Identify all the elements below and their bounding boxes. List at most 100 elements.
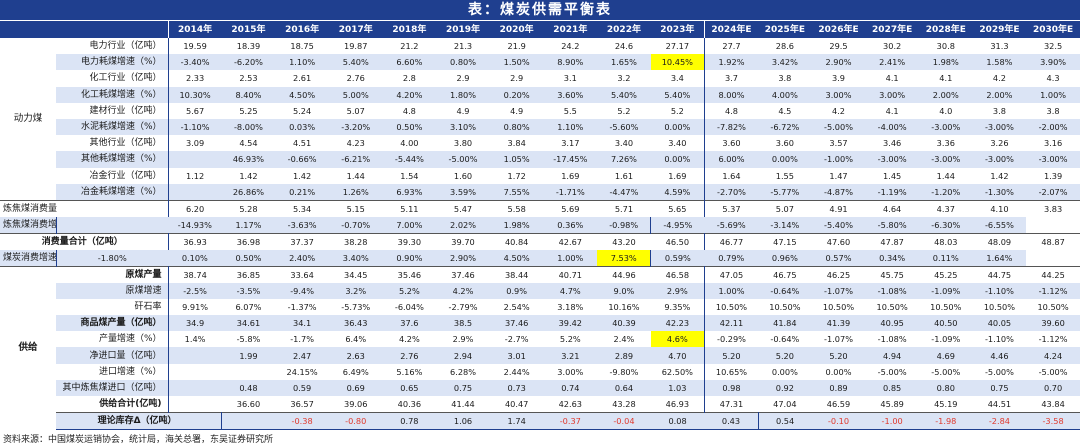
table-cell: 1.54 — [400, 170, 419, 181]
table-cell: -6.55% — [972, 216, 1027, 234]
table-cell: 3.90% — [1026, 54, 1080, 71]
table-cell: 1.4% — [184, 334, 206, 345]
year-header: 2021年 — [543, 21, 598, 38]
table-cell: -5.73% — [341, 301, 371, 312]
table-cell — [56, 216, 168, 234]
table-cell: 27.17 — [650, 38, 705, 55]
table-cell: -3.00% — [865, 151, 919, 168]
row-label: 其他耗煤增速（%） — [56, 151, 169, 168]
table-cell: 5.37 — [704, 199, 759, 217]
table-cell: 0.98 — [704, 379, 759, 396]
table-cell: 42.63 — [558, 399, 583, 409]
table-cell: 26.86% — [221, 183, 276, 201]
table-cell: 18.39 — [236, 41, 261, 52]
table-cell: 4.2 — [831, 105, 846, 116]
table-cell: 1.65% — [597, 54, 651, 71]
table-cell: 4.8 — [724, 105, 738, 116]
table-cell — [221, 412, 276, 430]
table-cell: 1.44 — [936, 170, 955, 181]
table-cell: 3.00% — [557, 366, 584, 377]
table-cell: 30.8 — [936, 41, 955, 52]
table-cell: 2.9% — [650, 282, 705, 299]
table-row: 产量增速（%） 1.4% -5.8% -1.7% 6.4% 4.2% 2.9% -2.7% 5.… — [0, 331, 1080, 348]
table-cell: 5.20 — [811, 347, 866, 364]
table-cell: 44.25 — [1026, 265, 1080, 283]
table-cell: 3.21 — [543, 347, 598, 364]
table-cell: 1.12 — [185, 170, 205, 181]
table-cell: 39.70 — [436, 232, 490, 250]
table-row: 供给合计(亿吨) 36.60 36.57 39.06 40.36 41.44 40.47 42… — [0, 396, 1080, 413]
table-cell: 4.70 — [650, 347, 705, 364]
table-cell: 4.50% — [489, 249, 544, 267]
table-cell: 46.77 — [704, 232, 759, 250]
table-cell: 5.2 — [650, 102, 705, 119]
table-cell: 45.25 — [918, 265, 973, 283]
table-cell: 30.2 — [883, 41, 902, 52]
table-cell: -1.71% — [543, 183, 598, 201]
table-cell: 43.84 — [1041, 399, 1065, 409]
table-cell: 0.79% — [704, 249, 759, 267]
table-cell: 43.28 — [612, 399, 636, 409]
table-cell: 0.69 — [328, 379, 383, 396]
coal-balance-table: 2014年 2015年 2016年 2017年 2018年 2019年 2020年 2021年… — [0, 21, 1080, 430]
table-cell: 4.69 — [918, 347, 973, 364]
table-cell: 5.40% — [328, 54, 383, 71]
table-cell: 48.03 — [918, 232, 973, 250]
year-header: 2029年E — [972, 21, 1027, 38]
table-cell: -9.80% — [609, 366, 639, 377]
table-cell: 1.61 — [614, 170, 634, 181]
table-cell: 24.15% — [286, 366, 318, 377]
table-cell: 0.10% — [168, 249, 222, 267]
table-cell: 36.93 — [168, 232, 222, 250]
table-cell: 1.69 — [650, 167, 705, 184]
table-cell: 38.74 — [168, 265, 222, 283]
table-cell: 37.46 — [489, 315, 544, 332]
table-cell: -4.47% — [597, 183, 651, 201]
table-cell: 4.2% — [436, 282, 490, 299]
table-cell: 4.0 — [939, 105, 953, 116]
table-cell: 39.42 — [543, 315, 598, 332]
table-cell: 5.00% — [328, 86, 383, 103]
table-cell: 8.40% — [221, 86, 276, 103]
table-cell: 1.99 — [221, 347, 276, 364]
table-cell: 40.50 — [918, 315, 973, 332]
table-cell: -2.07% — [1026, 183, 1080, 201]
table-cell: 5.2 — [617, 105, 631, 116]
table-cell: 36.43 — [328, 315, 383, 332]
header-row: 2014年 2015年 2016年 2017年 2018年 2019年 2020年 2021年… — [0, 21, 1080, 38]
table-cell: 1.06 — [436, 412, 490, 430]
table-cell: 3.09 — [185, 138, 205, 149]
table-cell: 47.05 — [704, 265, 759, 283]
table-cell: 4.94 — [865, 347, 919, 364]
table-cell: 1.42 — [239, 170, 258, 181]
table-cell: 46.58 — [650, 265, 705, 283]
category-label: 供给 — [0, 265, 56, 430]
table-cell: 1.10% — [543, 118, 598, 136]
table-row: 其他行业（亿吨） 3.09 4.54 4.51 4.23 4.00 3.80 3.84 3.17… — [0, 135, 1080, 152]
table-cell: 18.75 — [290, 41, 314, 52]
table-cell: -6.72% — [758, 118, 812, 136]
table-cell: -1.09% — [931, 334, 961, 345]
table-cell: -2.84 — [972, 412, 1027, 430]
table-cell: 4.20% — [382, 86, 437, 103]
table-title: 表：煤炭供需平衡表 — [0, 0, 1080, 20]
year-header: 2023年 — [650, 21, 705, 38]
table-cell: -3.00% — [918, 118, 973, 136]
table-cell: 47.15 — [758, 232, 812, 250]
table-cell: 3.00% — [865, 86, 919, 103]
table-cell: 2.61 — [292, 73, 312, 84]
table-cell: 3.46 — [883, 138, 902, 149]
table-cell: 44.96 — [597, 265, 651, 283]
table-cell: -1.37% — [287, 301, 317, 312]
table-cell: 21.2 — [400, 41, 419, 52]
table-row: 电力耗煤增速（%） -3.40% -6.20% 1.10% 5.40% 6.60% 0.80… — [0, 54, 1080, 71]
table-cell: 46.50 — [650, 232, 705, 250]
table-cell: 7.53% — [597, 249, 652, 267]
table-cell: 8.90% — [543, 54, 598, 71]
table-cell: 3.18% — [557, 301, 584, 312]
table-cell: 47.60 — [811, 232, 866, 250]
table-cell: 40.95 — [865, 315, 919, 332]
table-cell: -3.40% — [168, 54, 222, 71]
table-cell: 21.9 — [507, 41, 526, 52]
